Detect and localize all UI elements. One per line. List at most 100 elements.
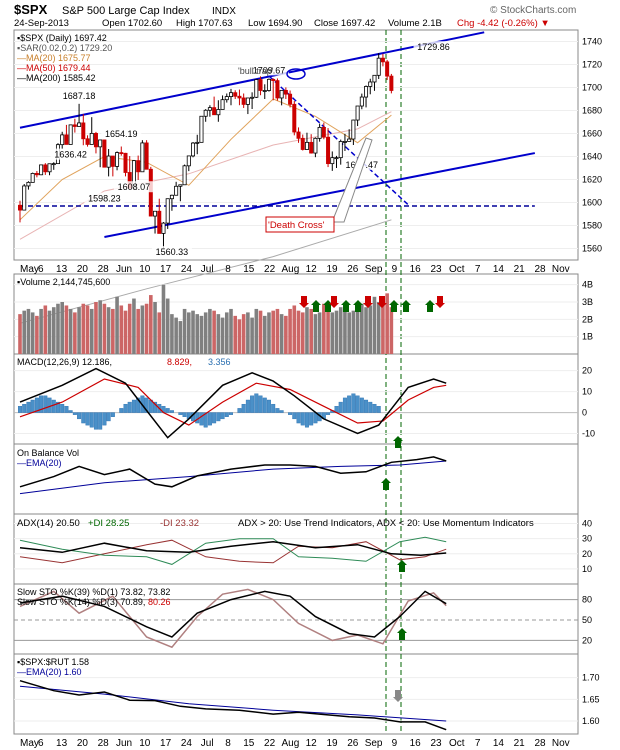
macd-histogram-bar [106,412,111,422]
volume-bar [224,312,229,354]
x-tick-label: Aug [282,738,300,749]
macd-histogram-bar [77,412,82,420]
sto-green-arrow [397,628,407,640]
candle-body [380,57,385,63]
obv-panel-frame [13,443,579,515]
candle-body [224,96,229,101]
ratio-legend-ema: —EMA(20) 1.60 [17,667,82,677]
date-label: 24-Sep-2013 [14,18,69,29]
macd-histogram-bar [368,401,373,413]
macd-histogram-bar [64,406,69,413]
volume-bar [127,303,132,354]
volume-bar [174,317,178,354]
volume-bar [18,314,22,354]
candle-body [309,141,314,154]
volume-bar [102,303,107,354]
change-label: Chg -4.42 (-0.26%) ▼ [457,18,550,29]
volume-red-arrow [299,296,309,308]
volume-bar [322,303,326,354]
legend-ma200: —MA(200) 1585.42 [17,73,96,83]
volume-bar [77,307,81,354]
price-label-bg [151,246,192,258]
chart-header: $SPX S&P 500 Large Cap Index INDX © Stoc… [14,2,576,29]
macd-histogram-bar [355,395,360,413]
price-candles [17,53,394,249]
volume-bar [309,308,313,354]
candle-body [275,80,280,99]
x-tick-label: 6 [38,738,44,749]
macd-histogram-bar [34,397,39,413]
legend-sar: ▪SAR(0.02,0.2) 1729.20 [17,43,112,53]
x-axis-top: May 6 13 20 28 Jun 10 17 24 Jul 8 15 22 Aug 12 19 26 Sep 9… [20,264,570,275]
price-label: 1608.07 [118,182,151,192]
x-tick-label: 8 [225,738,231,749]
candle-body [140,142,145,173]
volume-bar [288,308,292,354]
macd-histogram-bar [85,412,90,426]
candle-body [153,210,158,217]
macd-histogram-bar [26,401,31,413]
candle-body [85,138,90,145]
obv-panel [19,456,447,495]
volume-bar [170,314,174,354]
panel-frames [13,29,579,735]
price-y-tick: 1580 [582,221,602,231]
macd-histogram-bar [326,412,331,415]
x-tick-label: 15 [243,738,255,749]
volume-bar [89,308,94,354]
x-tick-label: 10 [139,738,151,749]
annotation-death-cross: 'Death Cross' [265,137,373,233]
candle-body [72,124,77,127]
candle-body [216,109,221,116]
x-tick-label: 22 [264,738,276,749]
volume-bar [237,319,242,354]
adx-legend-plus: +DI 28.25 [88,518,129,529]
volume-bar [132,298,136,354]
candle-body [364,86,369,98]
volume-bar [39,308,43,354]
volume-bar [372,296,377,354]
x-tick-label: 14 [493,264,505,275]
candle-body [17,204,22,211]
macd-histogram-bar [22,403,27,413]
adx-y-tick: 40 [582,519,592,529]
volume-bar [26,308,31,354]
candle-body [342,141,347,143]
candle-body [296,131,301,139]
macd-histogram-bar [68,410,73,413]
macd-histogram-bar [98,412,103,430]
price-y-tick: 1740 [582,37,602,47]
x-tick-label: 17 [160,264,172,275]
candle-body [207,107,212,111]
x-tick-label: Jul [201,738,214,749]
x-tick-label: Aug [282,264,300,275]
x-tick-label: 12 [306,264,318,275]
price-label-bg [50,148,91,160]
macd-histogram-bar [165,408,170,413]
x-tick-label: May [20,264,39,275]
macd-histogram-bar [18,406,23,413]
volume-legend: ▪Volume 2,144,745,600 [17,277,110,287]
volume-bar [262,315,267,354]
volume-bar [313,314,318,354]
candle-body [144,142,149,170]
volume-bar [106,307,111,354]
macd-histogram-bar [279,410,284,413]
candle-body [81,122,86,140]
obv-ema-line [19,460,447,495]
price-y-tick: 1640 [582,152,602,162]
price-legend: ▪$SPX (Daily) 1697.42 ▪SAR(0.02,0.2) 172… [17,33,112,83]
macd-histogram-bar [182,412,187,417]
candle-body [203,109,208,117]
x-tick-label: 26 [347,738,359,749]
macd-histogram-bar [199,412,204,426]
volume-bar [258,310,263,354]
candle-body [288,93,293,105]
volume-red-arrow [363,296,373,308]
macd-panel-frame [13,353,579,445]
ratio-y-tick: 1.70 [582,673,600,683]
price-label: 1687.18 [63,91,96,101]
candle-body [372,74,377,83]
price-y-tick: 1620 [582,175,602,185]
price-label: 1598.23 [88,194,121,204]
